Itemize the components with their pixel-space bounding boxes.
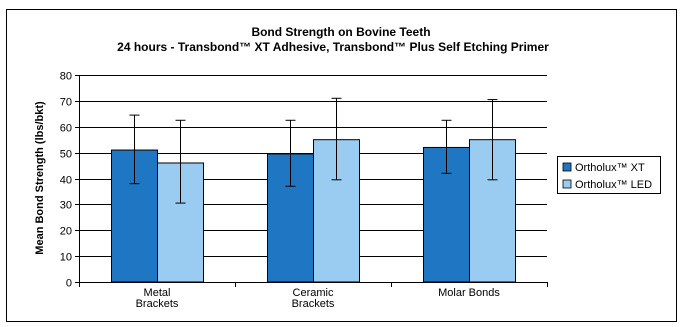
legend-swatch-ortholux-led <box>562 179 572 189</box>
y-tick-label: 60 <box>60 123 72 135</box>
y-axis-label: Mean Bond Strength (lbs/bkt) <box>34 101 46 255</box>
y-tick-labels: 0 10 20 30 40 50 60 70 80 <box>60 71 72 290</box>
x-category-label: Brackets <box>292 298 335 310</box>
x-category-label: Molar Bonds <box>438 287 500 299</box>
y-tick-label: 70 <box>60 97 72 109</box>
y-tick-label: 0 <box>66 278 72 290</box>
y-tick-label: 20 <box>60 226 72 238</box>
error-bars <box>129 97 498 204</box>
y-tick-label: 10 <box>60 252 72 264</box>
legend-swatch-ortholux-xt <box>562 162 572 172</box>
y-tick-label: 80 <box>60 71 72 83</box>
chart-subtitle: 24 hours - Transbond™ XT Adhesive, Trans… <box>117 40 549 54</box>
x-category-label: Metal <box>144 287 171 299</box>
axes <box>75 75 548 287</box>
x-category-label: Ceramic <box>293 287 334 299</box>
y-tick-label: 50 <box>60 149 72 161</box>
legend-box <box>557 156 661 194</box>
y-tick-label: 30 <box>60 200 72 212</box>
chart-title: Bond Strength on Bovine Teeth <box>251 25 430 39</box>
y-tick-label: 40 <box>60 175 72 187</box>
legend-label-ortholux-xt: Ortholux™ XT <box>575 162 645 174</box>
x-category-label: Brackets <box>136 298 179 310</box>
legend-label-ortholux-led: Ortholux™ LED <box>575 179 652 191</box>
legend: Ortholux™ XT Ortholux™ LED <box>557 156 661 194</box>
